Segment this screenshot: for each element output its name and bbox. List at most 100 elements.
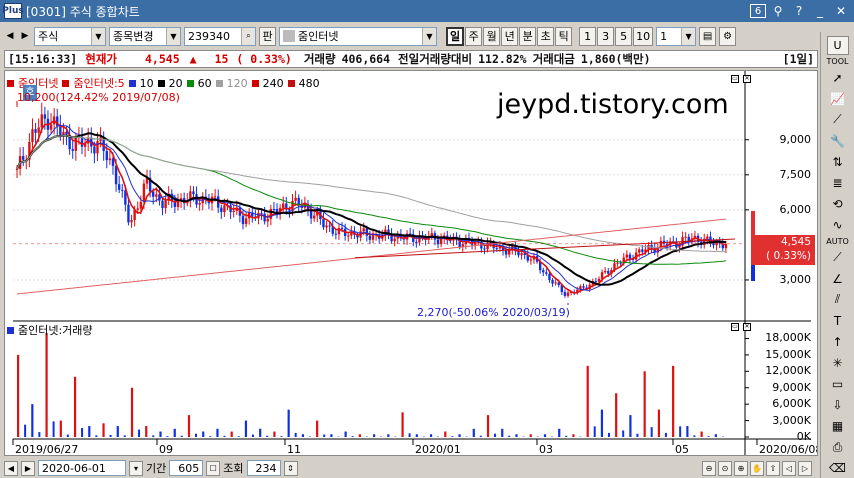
volume-bar-minor [650, 427, 653, 437]
candle-body [495, 248, 499, 250]
interval-select[interactable]: 1 ▼ [656, 26, 697, 46]
x-axis-label: 11 [287, 443, 301, 456]
interval-button-3[interactable]: 3 [597, 26, 615, 46]
download-icon[interactable]: ⇩ [832, 398, 843, 413]
minimize-button[interactable]: _ [817, 4, 823, 18]
prev-arrow-icon[interactable]: ◀ [6, 31, 14, 41]
period-tab-6[interactable]: 틱 [555, 26, 573, 46]
candle-body [142, 183, 146, 202]
market-select[interactable]: 주식 ▼ [34, 26, 106, 46]
arrow-icon[interactable]: ⇧ [766, 460, 780, 476]
period-tab-3[interactable]: 년 [501, 26, 519, 46]
angle-icon[interactable]: ∠ [832, 271, 843, 286]
compare-icon[interactable]: ⇅ [832, 155, 843, 170]
tab-number-button[interactable]: 6 [750, 4, 766, 18]
candle-body [121, 189, 124, 191]
chart-canvas[interactable] [5, 71, 817, 455]
minus-icon[interactable]: ⊖ [702, 460, 716, 476]
channel-icon[interactable]: ⫽ [834, 292, 841, 307]
volume-bar-minor [636, 433, 639, 437]
right-icon[interactable]: ▷ [798, 460, 812, 476]
interval-button-5[interactable]: 5 [615, 26, 633, 46]
panel-restore-icon[interactable]: ▭ [731, 75, 739, 83]
interval-button-1[interactable]: 1 [579, 26, 597, 46]
box-icon[interactable]: ▭ [831, 377, 844, 392]
panel-close-icon[interactable]: ✕ [743, 75, 751, 83]
candle-body [603, 271, 607, 273]
left-arrow-icon[interactable]: ◀ [4, 460, 18, 476]
calendar-icon[interactable]: ▾ [129, 460, 143, 476]
close-button[interactable]: ✕ [835, 4, 847, 18]
interval-button-10[interactable]: 10 [633, 26, 654, 46]
volume-axis-label: 6,000K [772, 397, 811, 411]
period-tab-2[interactable]: 월 [483, 26, 501, 46]
pan-button[interactable]: 판 [259, 26, 276, 46]
candle-body [117, 184, 121, 190]
hand-icon[interactable]: ✋ [750, 460, 764, 476]
date-input[interactable]: 2020-06-01 [38, 460, 126, 476]
candle-body [130, 220, 133, 223]
chart-line-icon[interactable]: 📈 [830, 91, 845, 106]
hint-tag[interactable]: 호 [23, 85, 37, 101]
text-icon[interactable]: T [833, 313, 842, 328]
volume-panel-close-icon[interactable]: ✕ [743, 323, 751, 331]
volume-bar [31, 404, 34, 437]
chevron-down-icon[interactable]: ▼ [422, 27, 436, 45]
stock-name-field[interactable]: 줌인터넷 ▼ [279, 26, 437, 46]
candle-body [582, 286, 585, 288]
next-arrow-icon[interactable]: ▶ [21, 31, 29, 41]
candle-body [610, 270, 613, 274]
eraser-icon[interactable]: ⌫ [829, 461, 846, 476]
view-input[interactable]: 234 [246, 460, 281, 476]
arrow-up-icon[interactable]: ↑ [832, 334, 843, 349]
chevron-down-icon[interactable]: ▼ [681, 27, 696, 45]
period-tab-5[interactable]: 초 [537, 26, 555, 46]
volume-legend-name: 줌인터넷:거래량 [18, 324, 93, 337]
candle-body [557, 282, 560, 285]
spin-icon[interactable]: ⇕ [283, 460, 298, 476]
chevron-down-icon[interactable]: ▼ [91, 27, 105, 45]
candle-body [504, 250, 508, 255]
chart-panel[interactable]: 줌인터넷 줌인터넷:5 10 20 60 120 240 480 호 jeypd.tist… [4, 70, 818, 456]
window-title: [0301] 주식 종합차트 [26, 4, 140, 19]
wrench-icon[interactable]: 🔧 [830, 134, 845, 149]
current-price: 4,545 [145, 52, 180, 66]
candle-body [554, 282, 557, 284]
right-arrow-icon[interactable]: ▶ [21, 460, 35, 476]
chevron-down-icon[interactable]: ▼ [166, 27, 180, 45]
fibo-icon[interactable]: ≣ [832, 176, 843, 191]
stock-change-select[interactable]: 종목변경 ▼ [109, 26, 181, 46]
period-tab-4[interactable]: 분 [519, 26, 537, 46]
gann-icon[interactable]: ✳ [832, 355, 843, 370]
left-icon[interactable]: ◁ [782, 460, 796, 476]
candle-body [114, 165, 118, 185]
candle-body [486, 242, 489, 250]
price-axis-label: 3,000 [779, 272, 812, 286]
pin-icon[interactable]: ⚲ [773, 4, 783, 18]
period-tab-0[interactable]: 일 [446, 26, 465, 46]
stock-code-input[interactable]: 239340 ⌕ [184, 26, 256, 46]
u-button[interactable]: U [826, 36, 849, 56]
candle-body [569, 292, 573, 294]
auto-line-icon[interactable]: ⟋ [833, 249, 842, 264]
volume-bar-minor [109, 434, 112, 437]
search-icon[interactable]: ⌕ [241, 27, 255, 45]
trendline-icon[interactable]: ⟋ [833, 112, 842, 127]
print-icon[interactable]: ⎙ [832, 439, 843, 454]
wave-icon[interactable]: ∿ [832, 218, 843, 233]
period-input[interactable]: 605 [169, 460, 204, 476]
cursor-icon[interactable]: ➚ [832, 70, 843, 85]
auto-label: AUTO [826, 236, 849, 246]
volume-panel-restore-icon[interactable]: ▭ [731, 323, 739, 331]
view-checkbox[interactable]: ☐ [206, 460, 221, 476]
zoom-icon[interactable]: ⊙ [718, 460, 732, 476]
plus-icon[interactable]: ⊕ [734, 460, 748, 476]
settings-icon[interactable]: ⚙ [719, 26, 737, 46]
save-icon[interactable]: ▤ [699, 26, 717, 46]
volume-bar-minor [280, 436, 283, 437]
period-tab-1[interactable]: 주 [465, 26, 483, 46]
help-button[interactable]: ? [795, 4, 803, 18]
candle-body [461, 244, 464, 248]
cycle-icon[interactable]: ⟲ [832, 197, 843, 212]
grid-icon[interactable]: ▦ [831, 419, 844, 434]
